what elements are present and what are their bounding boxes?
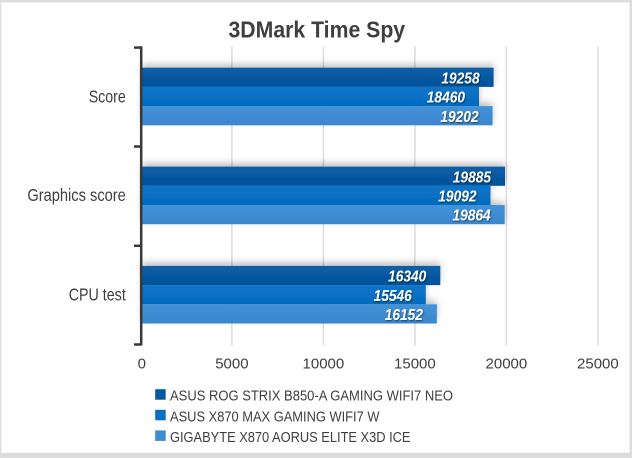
svg-text:0: 0 — [138, 355, 146, 372]
svg-text:ASUS ROG STRIX B850-A GAMING W: ASUS ROG STRIX B850-A GAMING WIFI7 NEO — [170, 389, 453, 405]
svg-text:19258: 19258 — [441, 70, 479, 87]
svg-text:Graphics score: Graphics score — [27, 185, 125, 205]
svg-text:19092: 19092 — [438, 189, 476, 206]
svg-text:ASUS X870 MAX GAMING WIFI7 W: ASUS X870 MAX GAMING WIFI7 W — [170, 409, 380, 425]
svg-text:GIGABYTE X870 AORUS ELITE X3D: GIGABYTE X870 AORUS ELITE X3D ICE — [170, 430, 411, 446]
svg-text:18460: 18460 — [427, 90, 465, 107]
svg-text:3DMark Time Spy: 3DMark Time Spy — [229, 16, 406, 42]
svg-text:16152: 16152 — [385, 307, 423, 324]
svg-text:15546: 15546 — [374, 288, 412, 305]
svg-text:15000: 15000 — [394, 355, 436, 372]
svg-text:5000: 5000 — [215, 355, 248, 372]
svg-text:16340: 16340 — [388, 269, 426, 286]
svg-text:19885: 19885 — [453, 169, 492, 186]
svg-text:25000: 25000 — [577, 355, 619, 372]
svg-text:10000: 10000 — [303, 355, 345, 372]
svg-text:CPU test: CPU test — [69, 285, 126, 305]
svg-text:19864: 19864 — [453, 208, 491, 225]
svg-text:19202: 19202 — [440, 109, 478, 126]
svg-text:20000: 20000 — [486, 355, 528, 372]
svg-text:Score: Score — [89, 87, 126, 107]
